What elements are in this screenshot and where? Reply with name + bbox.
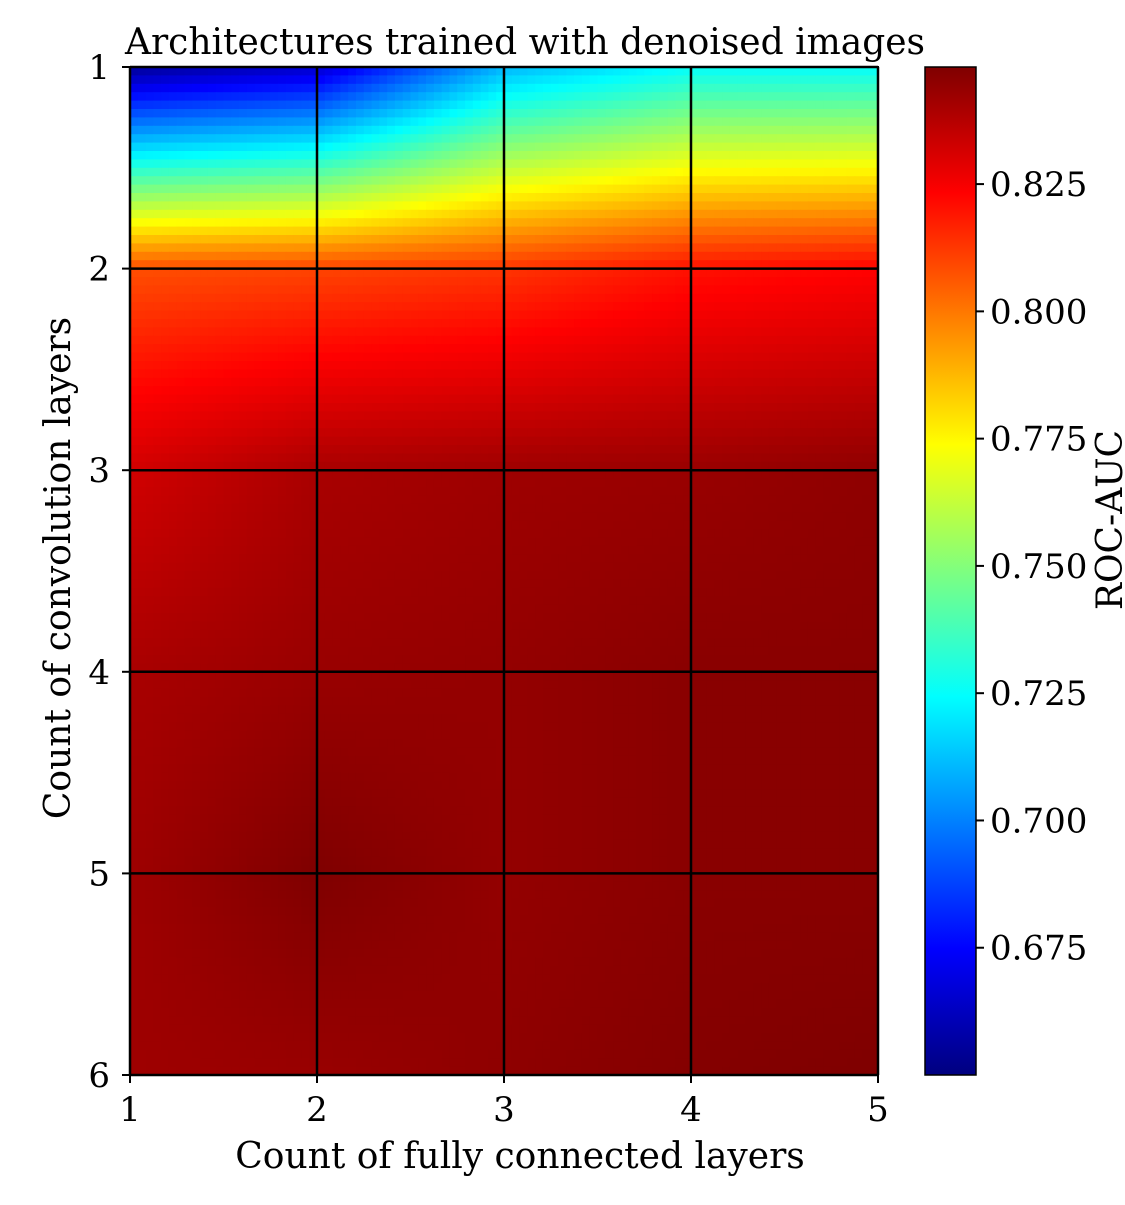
y-axis-label: Count of convolution layers bbox=[38, 317, 79, 819]
colorbar-tick-label: 0.750 bbox=[990, 547, 1087, 587]
y-tick-label: 1 bbox=[88, 48, 110, 88]
x-tick-label: 4 bbox=[680, 1090, 702, 1130]
colorbar-tick-label: 0.725 bbox=[990, 674, 1087, 714]
y-tick-label: 5 bbox=[88, 854, 110, 894]
colorbar-tick-label: 0.675 bbox=[990, 929, 1087, 969]
colorbar bbox=[925, 67, 976, 1075]
heatmap-cell bbox=[317, 67, 505, 269]
y-tick-label: 2 bbox=[88, 250, 110, 290]
x-tick-label: 5 bbox=[867, 1090, 889, 1130]
heatmap-cell bbox=[504, 873, 692, 1075]
colorbar-tick-label: 0.700 bbox=[990, 801, 1087, 841]
heatmap-cell bbox=[504, 470, 692, 672]
heatmap-cell bbox=[317, 470, 505, 672]
y-axis: 1 2 3 4 5 6 bbox=[88, 48, 130, 1096]
chart-title: Architectures trained with denoised imag… bbox=[124, 22, 925, 63]
heatmap-cell bbox=[130, 67, 318, 269]
x-tick-label: 2 bbox=[306, 1090, 328, 1130]
x-axis-label: Count of fully connected layers bbox=[235, 1136, 805, 1177]
heatmap-cell bbox=[691, 873, 879, 1075]
heatmap-cell bbox=[317, 873, 505, 1075]
heatmap-cell bbox=[130, 269, 318, 471]
heatmap-cell bbox=[130, 873, 318, 1075]
y-tick-label: 6 bbox=[88, 1056, 110, 1096]
heatmap-cell bbox=[317, 672, 505, 874]
x-tick-label: 1 bbox=[119, 1090, 141, 1130]
heatmap-cell bbox=[691, 672, 879, 874]
colorbar-label: ROC-AUC bbox=[1090, 430, 1125, 610]
heatmap-cell bbox=[130, 470, 318, 672]
x-axis: 1 2 3 4 5 bbox=[119, 1075, 889, 1130]
colorbar-tick-label: 0.825 bbox=[990, 165, 1087, 205]
colorbar-tick-label: 0.775 bbox=[990, 420, 1087, 460]
heatmap-cell bbox=[504, 672, 692, 874]
y-tick-label: 4 bbox=[88, 653, 110, 693]
y-tick-label: 3 bbox=[88, 451, 110, 491]
x-tick-label: 3 bbox=[493, 1090, 515, 1130]
heatmap-cell bbox=[691, 470, 879, 672]
heatmap-cell bbox=[691, 269, 879, 471]
heatmap-cell bbox=[504, 67, 692, 269]
heatmap-cell bbox=[691, 67, 879, 269]
heatmap-cell bbox=[504, 269, 692, 471]
colorbar-tick-label: 0.800 bbox=[990, 292, 1087, 332]
heatmap-cell bbox=[130, 672, 318, 874]
heatmap-cell bbox=[317, 269, 505, 471]
colorbar-ticks: 0.675 0.700 0.725 0.750 0.775 0.800 0.825 bbox=[976, 165, 1087, 969]
